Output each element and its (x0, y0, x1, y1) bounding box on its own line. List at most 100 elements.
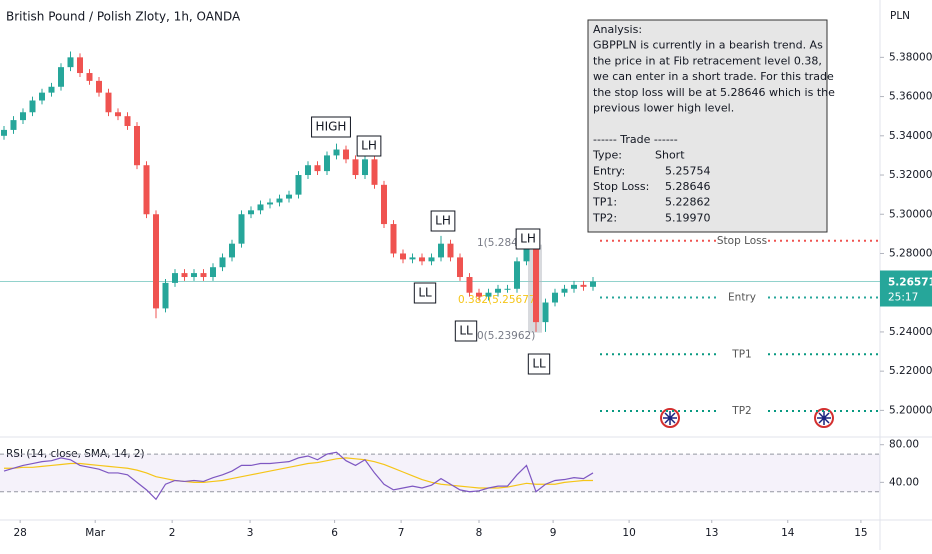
candle-body (485, 292, 492, 297)
candle-body (162, 282, 169, 309)
annotation-label: HIGH (316, 120, 347, 134)
annotation-label: LL (418, 286, 432, 300)
annotation: LH (356, 135, 382, 157)
trade-key: TP2: (592, 211, 617, 224)
time-tick-label: 14 (781, 527, 795, 539)
time-tick-label: 28 (13, 527, 26, 539)
analysis-line: the price in at Fib retracement level 0.… (593, 54, 822, 67)
trade-value: 5.22862 (665, 196, 711, 209)
price-tick-label: 5.28000 (889, 247, 932, 259)
trade-key: Entry: (593, 164, 625, 177)
rsi-title: RSI (14, close, SMA, 14, 2) (6, 448, 145, 460)
level-label-bg (716, 402, 768, 419)
candle-body (457, 257, 463, 278)
candle-body (409, 257, 416, 260)
candle-body (362, 159, 368, 176)
candle-body (333, 149, 340, 156)
candle-body (514, 261, 520, 289)
annotation-box (413, 282, 437, 304)
candle-body (77, 57, 83, 74)
candle-body (571, 284, 577, 289)
level-label: Entry (728, 292, 756, 304)
trade-key: TP1: (592, 196, 617, 209)
trade-value: 5.25754 (665, 164, 711, 177)
candle-body (438, 243, 444, 258)
analysis-line: the stop loss will be at 5.28646 which i… (593, 86, 835, 99)
price-tick-label: 5.24000 (889, 326, 932, 338)
candle-body (495, 288, 501, 293)
annotation-label: LL (532, 357, 546, 371)
annotation-label: LH (435, 214, 451, 228)
candle-body (58, 67, 64, 87)
candle-body (257, 204, 264, 211)
candle-body (276, 198, 283, 203)
candle-body (39, 92, 45, 101)
candle-body (590, 281, 596, 287)
price-tick-label: 5.30000 (889, 208, 932, 220)
candle-body (295, 175, 302, 195)
analysis-line: we can enter in a short trade. For this … (593, 70, 834, 83)
candle-body (305, 165, 311, 176)
candle-body (533, 247, 539, 323)
candle-body (134, 125, 140, 166)
level-label-bg (716, 289, 768, 306)
candle-body (381, 184, 387, 225)
price-tick-label: 5.38000 (889, 51, 932, 63)
candle-body (1, 129, 7, 136)
candle-body (248, 210, 254, 215)
annotation-label: LH (361, 139, 377, 153)
candle-body (314, 165, 321, 172)
annotation: LL (413, 282, 437, 304)
annotation-label: LL (459, 324, 473, 338)
candle-body (267, 202, 273, 205)
trade-key: Stop Loss: (593, 180, 649, 193)
time-tick-label: 9 (550, 527, 557, 539)
flag-icon (814, 408, 834, 428)
annotation-box (515, 228, 541, 250)
level-label: Stop Loss (717, 235, 767, 247)
trade-value: Short (655, 149, 685, 162)
time-tick-label: 8 (476, 527, 483, 539)
candle-body (324, 155, 330, 172)
candle-body (352, 159, 359, 176)
annotation-box (356, 135, 382, 157)
candle-body (115, 112, 121, 117)
price-badge (880, 270, 932, 307)
annotation-label: LH (520, 232, 536, 246)
analysis-box (587, 19, 828, 233)
candle-body (419, 257, 425, 262)
annotation-box (311, 116, 351, 138)
annotation-box (430, 210, 456, 232)
time-tick-label: 10 (622, 527, 635, 539)
time-tick-label: 7 (398, 527, 405, 539)
annotation-box (454, 320, 478, 342)
annotation: LH (515, 228, 541, 250)
candle-body (561, 288, 568, 293)
candle-body (124, 116, 131, 126)
analysis-line: GBPPLN is currently in a bearish trend. … (593, 39, 823, 52)
price-tick-label: 5.34000 (889, 130, 932, 142)
candle-body (172, 273, 178, 283)
candle-body (10, 120, 17, 130)
price-tick-label: 5.36000 (889, 91, 932, 103)
level-label-bg (716, 232, 768, 249)
time-tick-label: 15 (854, 527, 867, 539)
level-label-bg (716, 346, 768, 363)
candle-body (191, 273, 197, 278)
level-label: TP1 (731, 348, 751, 360)
price-badge-countdown: 25:17 (888, 292, 918, 304)
candle-body (238, 214, 245, 244)
candle-body (29, 100, 36, 113)
candle-body (542, 302, 549, 323)
candle-body (504, 288, 511, 290)
annotation: HIGH (311, 116, 351, 138)
trade-value: 5.28646 (665, 180, 711, 193)
candle-body (390, 224, 397, 254)
trade-key: Type: (592, 149, 622, 162)
candle-body (523, 247, 530, 262)
candle-body (286, 194, 292, 199)
trade-value: 5.19970 (665, 211, 711, 224)
candle-body (400, 253, 406, 260)
candle-body (219, 257, 226, 268)
